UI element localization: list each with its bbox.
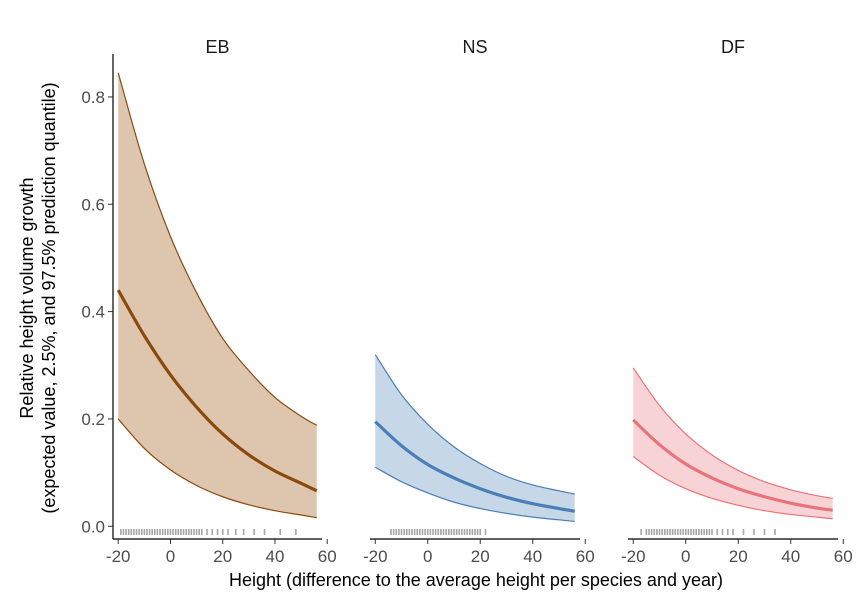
prediction-band <box>633 367 833 519</box>
x-tick-label: 20 <box>471 547 490 566</box>
upper-quantile-line <box>632 367 833 499</box>
x-tick-label: 0 <box>681 547 690 566</box>
y-tick-label: 0.4 <box>81 303 105 322</box>
x-tick-label: 0 <box>423 547 432 566</box>
facet-label: NS <box>462 37 487 57</box>
prediction-band <box>118 72 317 518</box>
y-tick-label: 0.0 <box>81 517 105 536</box>
x-tick-label: 60 <box>576 547 595 566</box>
facet-label: EB <box>205 37 229 57</box>
facet-df: DF -20 0 20 40 60 <box>621 37 853 566</box>
x-tick-label: -20 <box>363 547 388 566</box>
lower-quantile-line <box>117 418 317 519</box>
x-tick-label: 60 <box>834 547 853 566</box>
x-tick-label: 60 <box>318 547 337 566</box>
x-tick-label: -20 <box>106 547 131 566</box>
facet-label: DF <box>721 37 745 57</box>
prediction-band <box>375 354 575 522</box>
upper-quantile-line <box>117 72 318 426</box>
lower-quantile-line <box>632 456 833 520</box>
y-axis-title-line-1: Relative height volume growth <box>17 177 37 418</box>
x-tick-label: -20 <box>621 547 646 566</box>
expected-value-line <box>374 420 576 513</box>
x-tick-label: 40 <box>523 547 542 566</box>
y-axis-title-line-2: (expected value, 2.5%, and 97.5% predict… <box>39 82 59 513</box>
x-tick-label: 20 <box>729 547 748 566</box>
x-axis-title: Height (difference to the average height… <box>229 570 723 590</box>
lower-quantile-line <box>374 466 575 523</box>
x-tick-label: 0 <box>166 547 175 566</box>
expected-value-line <box>632 418 833 512</box>
facet-eb: EB -20 0 20 40 60 <box>106 37 337 566</box>
y-tick-label: 0.8 <box>81 88 105 107</box>
x-tick-label: 20 <box>213 547 232 566</box>
x-tick-label: 40 <box>266 547 285 566</box>
expected-value-line <box>116 289 318 493</box>
facet-ns: NS -20 0 20 40 60 <box>363 37 595 566</box>
y-tick-label: 0.6 <box>81 195 105 214</box>
upper-quantile-line <box>374 354 575 495</box>
x-tick-label: 40 <box>781 547 800 566</box>
y-axis: 0.0 0.2 0.4 0.6 0.8 <box>81 54 114 539</box>
y-tick-label: 0.2 <box>81 410 105 429</box>
